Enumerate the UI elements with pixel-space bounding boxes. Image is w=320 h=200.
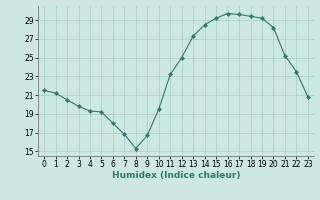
X-axis label: Humidex (Indice chaleur): Humidex (Indice chaleur) <box>112 171 240 180</box>
